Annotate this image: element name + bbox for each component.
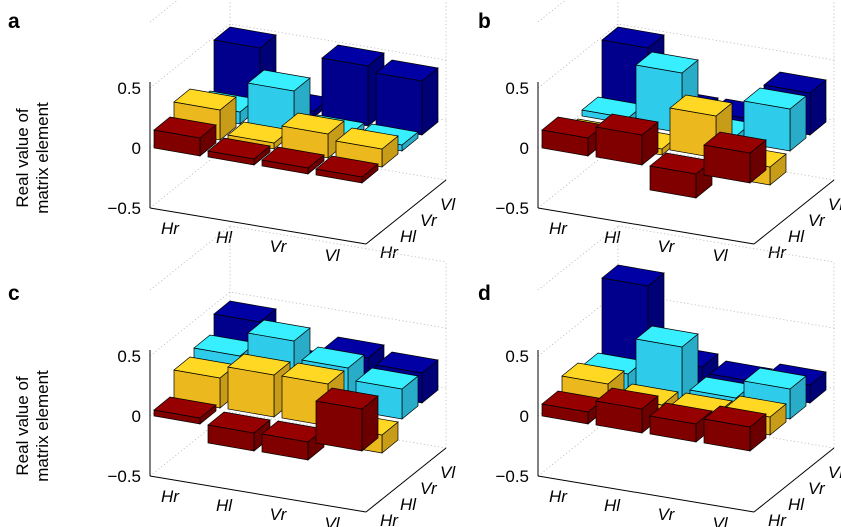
bar-vr-hl [635, 325, 699, 402]
z-tick-label: 0.5 [117, 347, 141, 366]
x-tick-label: Vr [658, 505, 676, 524]
depth-tick-label: Hr [380, 243, 399, 262]
bar-hl-hl [227, 353, 291, 418]
x-tick-label: Hr [549, 219, 568, 238]
z-tick-label: −0.5 [107, 467, 141, 486]
x-tick-label: Vl [712, 514, 728, 527]
depth-tick-label: Hl [788, 495, 805, 514]
depth-axis-line [365, 447, 447, 513]
panel-letter-d: d [478, 282, 491, 305]
bars [541, 264, 827, 452]
bar-hr-hl [595, 387, 659, 434]
depth-tick-label: Vl [440, 195, 456, 214]
x-axis-line [149, 475, 367, 513]
bar-hr-vl [703, 131, 767, 184]
x-tick-label: Hl [604, 228, 621, 247]
depth-tick-label: Hr [768, 511, 787, 527]
panel-letter-b: b [478, 10, 491, 33]
x-tick-label: Vl [324, 246, 340, 265]
bar-hr-vl [315, 155, 379, 184]
depth-tick-label: Hr [380, 511, 399, 527]
depth-tick-label: Hl [400, 227, 417, 246]
bar-hr-hr [153, 396, 217, 425]
panel-letter-c: c [8, 282, 20, 305]
bar-hr-vr [261, 420, 325, 461]
depth-axis-line [365, 179, 447, 245]
y-axis-label-line2: matrix element [33, 102, 52, 214]
x-tick-label: Vr [658, 237, 676, 256]
bar-hr-hl [207, 411, 271, 452]
z-tick-label: −0.5 [495, 467, 529, 486]
depth-tick-label: Hr [768, 243, 787, 262]
x-tick-label: Vl [324, 514, 340, 527]
bar-hr-hl [207, 137, 271, 166]
x-tick-label: Hr [161, 219, 180, 238]
z-tick-label: 0.5 [505, 347, 529, 366]
panel-letter-a: a [8, 10, 20, 33]
x-axis-line [537, 207, 755, 245]
depth-tick-label: Vr [420, 211, 438, 230]
y-axis-label-line1: Real value of [13, 376, 32, 476]
depth-axis-line [753, 447, 835, 513]
z-tick-label: −0.5 [107, 199, 141, 218]
depth-tick-label: Vr [808, 479, 826, 498]
bar-vr-hl [247, 69, 311, 134]
depth-tick-label: Hl [788, 227, 805, 246]
bar-vl-vr [321, 44, 385, 127]
bars [541, 26, 827, 199]
x-tick-label: Hr [161, 487, 180, 506]
y-axis-label-line2: matrix element [33, 370, 52, 482]
x-tick-label: Vr [270, 505, 288, 524]
depth-tick-label: Vr [420, 479, 438, 498]
bar-hr-vl [703, 405, 767, 452]
depth-tick-label: Hl [400, 495, 417, 514]
bar-hr-vl [315, 387, 379, 452]
z-tick-label: 0.5 [505, 79, 529, 98]
depth-tick-label: Vl [828, 463, 841, 482]
x-axis-line [537, 475, 755, 513]
z-tick-label: 0 [520, 407, 529, 426]
z-tick-label: 0.5 [117, 79, 141, 98]
bar-hr-vr [261, 146, 325, 175]
bar-vl-vl [375, 59, 439, 136]
x-tick-label: Vr [270, 237, 288, 256]
z-tick-label: 0 [132, 139, 141, 158]
depth-tick-label: Vr [808, 211, 826, 230]
depth-tick-label: Vl [828, 195, 841, 214]
bars [153, 300, 439, 461]
x-tick-label: Vl [712, 246, 728, 265]
bar-hr-hl [595, 113, 659, 166]
x-tick-label: Hl [216, 228, 233, 247]
y-axis-label: Real value of matrix element [13, 370, 52, 482]
depth-tick-label: Vl [440, 463, 456, 482]
z-tick-label: 0 [520, 139, 529, 158]
x-tick-label: Hl [604, 496, 621, 515]
y-axis-label: Real value of matrix element [13, 102, 52, 214]
bars [153, 26, 439, 184]
depth-axis-line [753, 179, 835, 245]
x-tick-label: Hr [549, 487, 568, 506]
x-tick-label: Hl [216, 496, 233, 515]
x-axis-line [149, 207, 367, 245]
y-axis-label-line1: Real value of [13, 108, 32, 208]
bar-hr-hr [153, 116, 217, 157]
bar-hr-vr [649, 152, 713, 199]
z-tick-label: 0 [132, 407, 141, 426]
z-tick-label: −0.5 [495, 199, 529, 218]
